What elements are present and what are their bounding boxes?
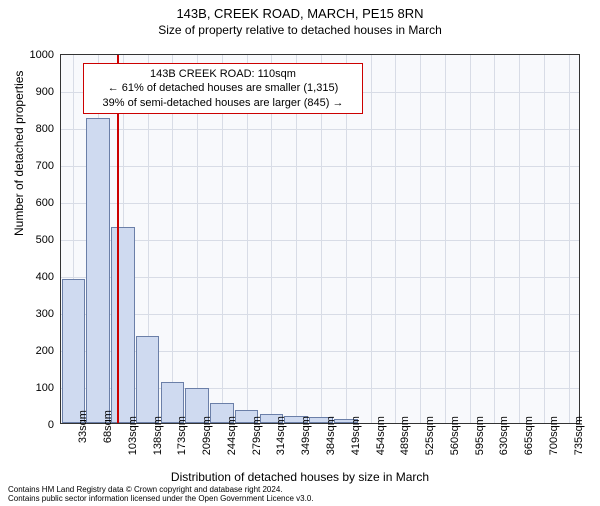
chart-area: 0100200300400500600700800900100033sqm68s… bbox=[60, 54, 580, 424]
callout-line3: 39% of semi-detached houses are larger (… bbox=[90, 96, 356, 110]
footer-attribution: Contains HM Land Registry data © Crown c… bbox=[8, 486, 314, 504]
gridline-h bbox=[61, 240, 579, 241]
gridline-v bbox=[420, 55, 421, 423]
gridline-h bbox=[61, 314, 579, 315]
gridline-h bbox=[61, 129, 579, 130]
chart-subtitle: Size of property relative to detached ho… bbox=[0, 23, 600, 37]
x-tick-label: 630sqm bbox=[498, 377, 510, 427]
gridline-v bbox=[569, 55, 570, 423]
gridline-v bbox=[445, 55, 446, 423]
plot-background: 0100200300400500600700800900100033sqm68s… bbox=[60, 54, 580, 424]
y-tick-label: 400 bbox=[14, 271, 54, 283]
x-axis-label: Distribution of detached houses by size … bbox=[0, 470, 600, 484]
y-tick-label: 100 bbox=[14, 382, 54, 394]
gridline-h bbox=[61, 166, 579, 167]
x-tick-label: 560sqm bbox=[449, 377, 461, 427]
gridline-v bbox=[519, 55, 520, 423]
callout-line1: 143B CREEK ROAD: 110sqm bbox=[90, 67, 356, 81]
callout-line2: ← 61% of detached houses are smaller (1,… bbox=[90, 81, 356, 95]
gridline-v bbox=[544, 55, 545, 423]
y-tick-label: 600 bbox=[14, 197, 54, 209]
y-tick-label: 800 bbox=[14, 123, 54, 135]
gridline-v bbox=[395, 55, 396, 423]
y-tick-label: 300 bbox=[14, 308, 54, 320]
x-tick-label: 419sqm bbox=[350, 377, 362, 427]
y-tick-label: 0 bbox=[14, 419, 54, 431]
gridline-v bbox=[494, 55, 495, 423]
x-tick-label: 735sqm bbox=[573, 377, 585, 427]
callout-box: 143B CREEK ROAD: 110sqm← 61% of detached… bbox=[83, 63, 363, 114]
chart-title: 143B, CREEK ROAD, MARCH, PE15 8RN bbox=[0, 6, 600, 21]
gridline-h bbox=[61, 203, 579, 204]
x-tick-label: 595sqm bbox=[474, 377, 486, 427]
x-tick-label: 665sqm bbox=[523, 377, 535, 427]
y-tick-label: 1000 bbox=[14, 49, 54, 61]
x-tick-label: 525sqm bbox=[424, 377, 436, 427]
y-tick-label: 200 bbox=[14, 345, 54, 357]
y-tick-label: 900 bbox=[14, 86, 54, 98]
x-tick-label: 454sqm bbox=[375, 377, 387, 427]
x-tick-label: 489sqm bbox=[399, 377, 411, 427]
gridline-v bbox=[470, 55, 471, 423]
gridline-v bbox=[371, 55, 372, 423]
gridline-h bbox=[61, 277, 579, 278]
y-tick-label: 500 bbox=[14, 234, 54, 246]
x-tick-label: 700sqm bbox=[548, 377, 560, 427]
y-tick-label: 700 bbox=[14, 160, 54, 172]
